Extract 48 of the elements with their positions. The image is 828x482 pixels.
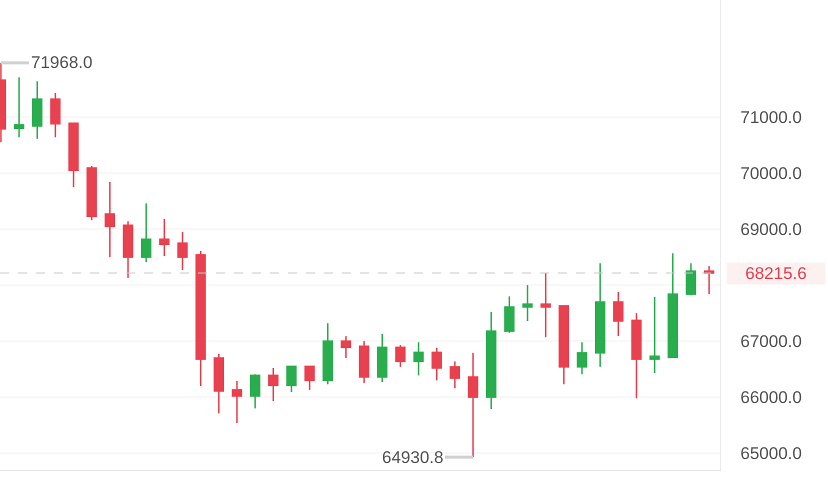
- candlestick: [686, 262, 696, 296]
- candlestick: [140, 202, 152, 263]
- candlestick: [268, 367, 278, 402]
- candlestick: [631, 312, 642, 400]
- y-tick-label: 65000.0: [740, 444, 802, 464]
- candlestick: [250, 373, 260, 410]
- y-tick-label: 69000.0: [740, 220, 802, 240]
- candlestick: [558, 304, 570, 386]
- candlestick: [304, 365, 315, 391]
- candlestick: [122, 220, 134, 279]
- candlestick: [104, 181, 116, 258]
- annotation: 71968.0: [31, 53, 92, 72]
- candlestick: [358, 340, 370, 384]
- candlestick: [450, 360, 460, 389]
- candlestick: [432, 347, 442, 382]
- candlestick: [14, 76, 24, 138]
- y-tick-label: 70000.0: [740, 164, 802, 184]
- y-tick-label: 66000.0: [740, 388, 802, 408]
- candlestick: [68, 122, 79, 188]
- candlestick: [613, 291, 624, 337]
- candlestick: [649, 296, 660, 374]
- candlestick: [522, 284, 533, 322]
- candlestick: [322, 322, 333, 386]
- ref-line-label: 68215.6: [745, 264, 807, 283]
- y-tick-label: 71000.0: [740, 108, 802, 128]
- candlestick: [395, 344, 406, 368]
- candlestick: [232, 380, 242, 424]
- candlestick: [504, 296, 515, 334]
- candlestick: [86, 165, 97, 221]
- candlestick: [32, 80, 42, 140]
- candlestick: [576, 342, 588, 375]
- candlestick: [704, 265, 714, 295]
- y-tick-label: 67000.0: [740, 332, 802, 352]
- candlestick: [468, 352, 478, 458]
- candlestick: [159, 218, 170, 257]
- candlestick: [413, 342, 424, 376]
- candlestick: [214, 353, 224, 414]
- candlestick: [540, 272, 551, 338]
- candlestick: [340, 335, 352, 359]
- candlestick: [177, 231, 188, 271]
- candlestick: [594, 262, 606, 368]
- candlestick: [668, 252, 678, 359]
- candlestick: [50, 92, 61, 138]
- candlestick: [377, 333, 388, 383]
- candlestick: [195, 250, 206, 387]
- candlestick: [286, 365, 297, 393]
- annotation: 64930.8: [382, 448, 444, 467]
- candlestick: [486, 311, 496, 410]
